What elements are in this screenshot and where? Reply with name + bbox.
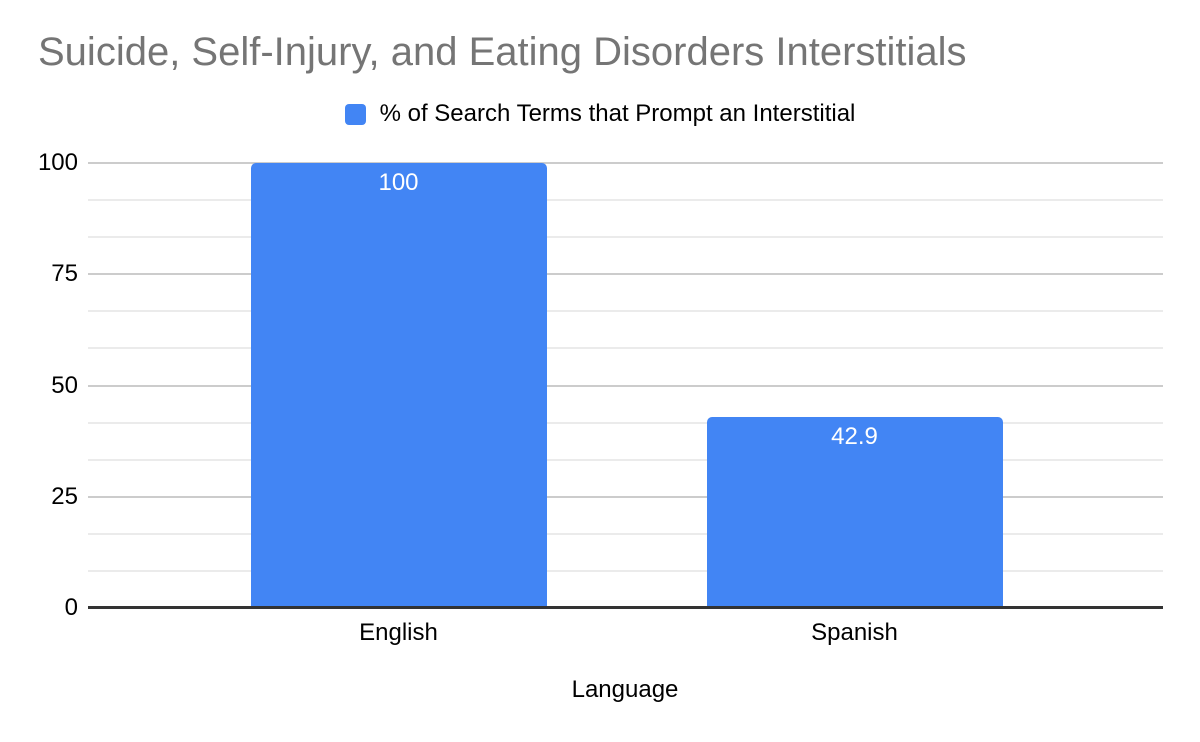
gridline-minor: [88, 458, 1163, 461]
x-category-label: English: [359, 619, 438, 646]
plot-area: 100 42.9: [88, 162, 1163, 609]
y-tick-label: 100: [37, 149, 78, 176]
chart-title: Suicide, Self-Injury, and Eating Disorde…: [38, 30, 967, 74]
gridline-minor: [88, 199, 1163, 202]
bar-value-label: 42.9: [831, 423, 878, 451]
gridline-major: [88, 162, 1163, 164]
x-category-label: Spanish: [811, 619, 898, 646]
y-tick-label: 0: [64, 594, 78, 621]
gridline-minor: [88, 310, 1163, 313]
x-axis-line: [88, 606, 1163, 609]
gridline-major: [88, 495, 1163, 498]
y-tick-label: 25: [51, 482, 78, 510]
bar-value-label: 100: [378, 169, 419, 196]
gridline-major: [88, 273, 1163, 276]
y-tick-label: 50: [51, 371, 78, 399]
bar-spanish: 42.9: [706, 417, 1003, 608]
gridline-minor: [88, 569, 1163, 572]
gridline-minor: [88, 532, 1163, 535]
gridline-major: [88, 384, 1163, 387]
legend: % of Search Terms that Prompt an Interst…: [0, 100, 1200, 128]
legend-swatch-icon: [344, 103, 366, 125]
gridline-minor: [88, 347, 1163, 350]
y-tick-label: 75: [51, 260, 78, 288]
gridline-minor: [88, 421, 1163, 424]
gridline-minor: [88, 236, 1163, 239]
legend-label: % of Search Terms that Prompt an Interst…: [379, 100, 856, 127]
x-axis-title: Language: [571, 676, 679, 703]
bar-english: 100: [250, 163, 547, 608]
